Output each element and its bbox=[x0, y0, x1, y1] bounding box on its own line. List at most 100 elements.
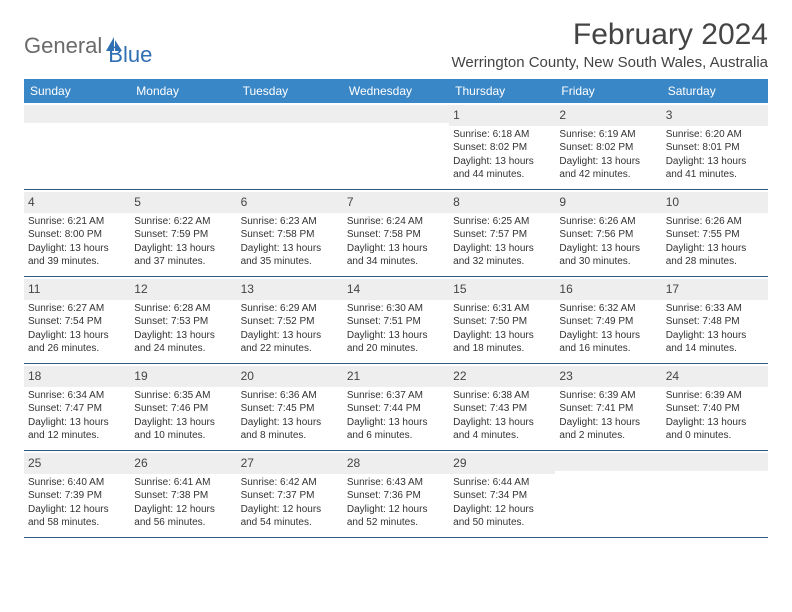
day-number: 7 bbox=[347, 195, 354, 209]
day-number: 5 bbox=[134, 195, 141, 209]
day-cell: 7Sunrise: 6:24 AMSunset: 7:58 PMDaylight… bbox=[343, 190, 449, 276]
sunrise-text: Sunrise: 6:34 AM bbox=[28, 389, 126, 403]
day-number: 25 bbox=[28, 456, 41, 470]
daylight-text-2: and 39 minutes. bbox=[28, 255, 126, 269]
daylight-text-1: Daylight: 12 hours bbox=[347, 503, 445, 517]
daylight-text-2: and 2 minutes. bbox=[559, 429, 657, 443]
sunset-text: Sunset: 7:56 PM bbox=[559, 228, 657, 242]
daylight-text-1: Daylight: 13 hours bbox=[559, 329, 657, 343]
daylight-text-1: Daylight: 13 hours bbox=[453, 155, 551, 169]
daylight-text-2: and 8 minutes. bbox=[241, 429, 339, 443]
sunset-text: Sunset: 7:52 PM bbox=[241, 315, 339, 329]
sunset-text: Sunset: 7:39 PM bbox=[28, 489, 126, 503]
weekday-header: Sunday Monday Tuesday Wednesday Thursday… bbox=[24, 79, 768, 103]
daynum-row: 3 bbox=[662, 105, 768, 126]
logo: General Blue bbox=[24, 18, 152, 68]
daynum-row: 18 bbox=[24, 366, 130, 387]
daynum-row-empty bbox=[555, 453, 661, 471]
sunrise-text: Sunrise: 6:23 AM bbox=[241, 215, 339, 229]
day-cell: 25Sunrise: 6:40 AMSunset: 7:39 PMDayligh… bbox=[24, 451, 130, 537]
daynum-row: 9 bbox=[555, 192, 661, 213]
sunset-text: Sunset: 7:53 PM bbox=[134, 315, 232, 329]
day-cell: 15Sunrise: 6:31 AMSunset: 7:50 PMDayligh… bbox=[449, 277, 555, 363]
daynum-row-empty bbox=[237, 105, 343, 123]
sunset-text: Sunset: 7:36 PM bbox=[347, 489, 445, 503]
daylight-text-1: Daylight: 13 hours bbox=[453, 242, 551, 256]
day-cell: 12Sunrise: 6:28 AMSunset: 7:53 PMDayligh… bbox=[130, 277, 236, 363]
day-cell bbox=[662, 451, 768, 537]
calendar: Sunday Monday Tuesday Wednesday Thursday… bbox=[24, 79, 768, 538]
weeks-container: 1Sunrise: 6:18 AMSunset: 8:02 PMDaylight… bbox=[24, 103, 768, 538]
daynum-row-empty bbox=[343, 105, 449, 123]
sunset-text: Sunset: 7:49 PM bbox=[559, 315, 657, 329]
sunset-text: Sunset: 7:45 PM bbox=[241, 402, 339, 416]
daylight-text-2: and 42 minutes. bbox=[559, 168, 657, 182]
daylight-text-2: and 44 minutes. bbox=[453, 168, 551, 182]
sunset-text: Sunset: 7:51 PM bbox=[347, 315, 445, 329]
day-number: 20 bbox=[241, 369, 254, 383]
sunrise-text: Sunrise: 6:42 AM bbox=[241, 476, 339, 490]
sunset-text: Sunset: 7:37 PM bbox=[241, 489, 339, 503]
daynum-row: 7 bbox=[343, 192, 449, 213]
day-number: 21 bbox=[347, 369, 360, 383]
sunrise-text: Sunrise: 6:30 AM bbox=[347, 302, 445, 316]
daylight-text-1: Daylight: 13 hours bbox=[241, 416, 339, 430]
day-cell: 17Sunrise: 6:33 AMSunset: 7:48 PMDayligh… bbox=[662, 277, 768, 363]
day-number: 13 bbox=[241, 282, 254, 296]
daynum-row: 8 bbox=[449, 192, 555, 213]
daynum-row: 28 bbox=[343, 453, 449, 474]
daylight-text-2: and 37 minutes. bbox=[134, 255, 232, 269]
day-number: 18 bbox=[28, 369, 41, 383]
day-number: 27 bbox=[241, 456, 254, 470]
daynum-row: 27 bbox=[237, 453, 343, 474]
daylight-text-1: Daylight: 13 hours bbox=[347, 416, 445, 430]
day-cell: 29Sunrise: 6:44 AMSunset: 7:34 PMDayligh… bbox=[449, 451, 555, 537]
title-block: February 2024 Werrington County, New Sou… bbox=[451, 18, 768, 71]
daynum-row: 22 bbox=[449, 366, 555, 387]
weekday-saturday: Saturday bbox=[662, 79, 768, 103]
week-row: 25Sunrise: 6:40 AMSunset: 7:39 PMDayligh… bbox=[24, 451, 768, 538]
daynum-row: 29 bbox=[449, 453, 555, 474]
day-cell: 22Sunrise: 6:38 AMSunset: 7:43 PMDayligh… bbox=[449, 364, 555, 450]
sunrise-text: Sunrise: 6:36 AM bbox=[241, 389, 339, 403]
day-cell: 4Sunrise: 6:21 AMSunset: 8:00 PMDaylight… bbox=[24, 190, 130, 276]
day-cell: 16Sunrise: 6:32 AMSunset: 7:49 PMDayligh… bbox=[555, 277, 661, 363]
daylight-text-2: and 6 minutes. bbox=[347, 429, 445, 443]
daynum-row: 19 bbox=[130, 366, 236, 387]
sunrise-text: Sunrise: 6:20 AM bbox=[666, 128, 764, 142]
daylight-text-2: and 56 minutes. bbox=[134, 516, 232, 530]
sunrise-text: Sunrise: 6:24 AM bbox=[347, 215, 445, 229]
day-number: 12 bbox=[134, 282, 147, 296]
daynum-row: 15 bbox=[449, 279, 555, 300]
day-cell: 2Sunrise: 6:19 AMSunset: 8:02 PMDaylight… bbox=[555, 103, 661, 189]
daylight-text-2: and 30 minutes. bbox=[559, 255, 657, 269]
daylight-text-1: Daylight: 12 hours bbox=[134, 503, 232, 517]
sunrise-text: Sunrise: 6:27 AM bbox=[28, 302, 126, 316]
daylight-text-1: Daylight: 13 hours bbox=[347, 329, 445, 343]
sunrise-text: Sunrise: 6:33 AM bbox=[666, 302, 764, 316]
daynum-row: 24 bbox=[662, 366, 768, 387]
sunrise-text: Sunrise: 6:26 AM bbox=[559, 215, 657, 229]
day-number: 1 bbox=[453, 108, 460, 122]
day-cell: 14Sunrise: 6:30 AMSunset: 7:51 PMDayligh… bbox=[343, 277, 449, 363]
daylight-text-1: Daylight: 13 hours bbox=[559, 242, 657, 256]
sunrise-text: Sunrise: 6:31 AM bbox=[453, 302, 551, 316]
daylight-text-2: and 0 minutes. bbox=[666, 429, 764, 443]
weekday-friday: Friday bbox=[555, 79, 661, 103]
week-row: 11Sunrise: 6:27 AMSunset: 7:54 PMDayligh… bbox=[24, 277, 768, 364]
daylight-text-2: and 32 minutes. bbox=[453, 255, 551, 269]
daylight-text-2: and 22 minutes. bbox=[241, 342, 339, 356]
daylight-text-1: Daylight: 13 hours bbox=[241, 329, 339, 343]
sunset-text: Sunset: 8:02 PM bbox=[453, 141, 551, 155]
sunrise-text: Sunrise: 6:28 AM bbox=[134, 302, 232, 316]
daynum-row: 12 bbox=[130, 279, 236, 300]
day-cell: 9 Sunrise: 6:26 AMSunset: 7:56 PMDaylight… bbox=[555, 190, 661, 276]
sunset-text: Sunset: 8:01 PM bbox=[666, 141, 764, 155]
sunrise-text: Sunrise: 6:39 AM bbox=[666, 389, 764, 403]
logo-word2: Blue bbox=[108, 24, 152, 68]
day-cell: 8Sunrise: 6:25 AMSunset: 7:57 PMDaylight… bbox=[449, 190, 555, 276]
sunrise-text: Sunrise: 6:37 AM bbox=[347, 389, 445, 403]
sunrise-text: Sunrise: 6:22 AM bbox=[134, 215, 232, 229]
daylight-text-2: and 54 minutes. bbox=[241, 516, 339, 530]
daylight-text-1: Daylight: 13 hours bbox=[453, 329, 551, 343]
